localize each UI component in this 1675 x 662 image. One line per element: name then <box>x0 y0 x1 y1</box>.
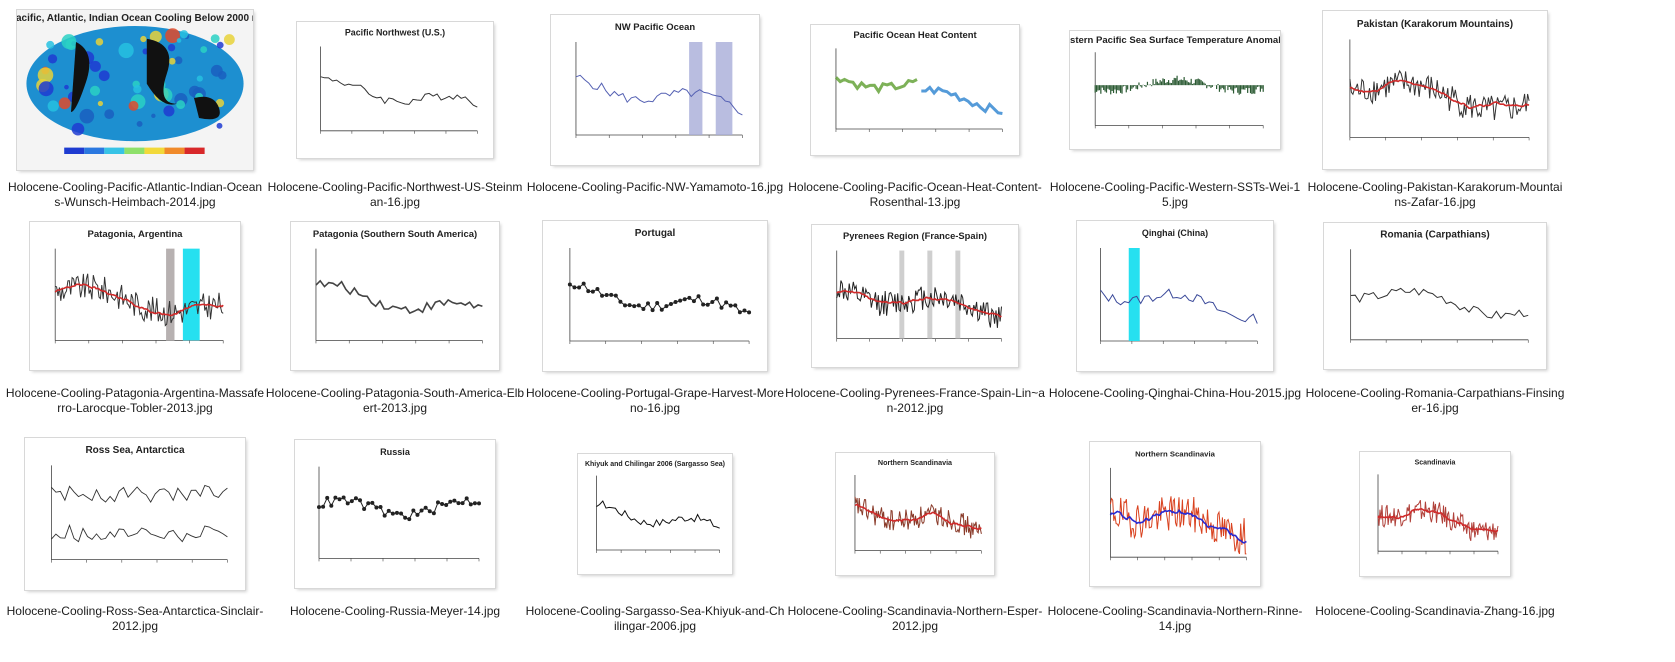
thumbnail-chart: Khiyuk and Chilingar 2006 (Sargasso Sea) <box>585 461 725 553</box>
thumbnail-chart: Northern Scandinavia <box>854 459 982 554</box>
file-name-label[interactable]: Holocene-Cooling-Pacific-Atlantic-Indian… <box>7 180 263 209</box>
thumb-title: Northern Scandinavia <box>1135 449 1215 458</box>
file-name-label[interactable]: Holocene-Cooling-Pacific-NW-Yamamoto-16.… <box>526 180 784 194</box>
thumbnail-chart: Pakistan (Karakorum Mountains) <box>1349 19 1530 141</box>
thumb-title: Pacific Ocean Heat Content <box>853 30 977 41</box>
thumbnail-chart: Romania (Carpathians) <box>1350 230 1529 343</box>
thumb-title: Pyrenees Region (France-Spain) <box>843 231 987 241</box>
thumbnail-chart: Pyrenees Region (France-Spain) <box>836 231 1002 342</box>
file-name-label[interactable]: Holocene-Cooling-Pyrenees-France-Spain-L… <box>785 386 1045 415</box>
thumbnail-chart: Ross Sea, Antarctica <box>50 445 228 563</box>
thumbnail-chart: NW Pacific Ocean <box>575 22 743 138</box>
file-thumbnail[interactable]: Western Pacific Sea Surface Temperature … <box>1070 31 1280 149</box>
thumb-title: Romania (Carpathians) <box>1380 230 1489 241</box>
thumb-title: Khiyuk and Chilingar 2006 (Sargasso Sea) <box>585 461 725 468</box>
thumbnail-frame: Patagonia (Southern South America) <box>265 208 525 384</box>
file-thumbnail[interactable]: Romania (Carpathians) <box>1324 223 1546 369</box>
file-name-label[interactable]: Holocene-Cooling-Pacific-Western-SSTs-We… <box>1049 180 1301 209</box>
file-thumbnail[interactable]: Pacific Ocean Heat Content <box>811 25 1019 155</box>
thumbnail-chart: Patagonia, Argentina <box>54 229 224 344</box>
file-thumbnail[interactable]: Pacific, Atlantic, Indian Ocean Cooling … <box>17 10 253 170</box>
thumbnail-frame: Northern Scandinavia <box>1045 426 1305 602</box>
thumbnail-chart: Pacific Northwest (U.S.) <box>320 28 478 134</box>
thumbnail-frame: Pyrenees Region (France-Spain) <box>785 208 1045 384</box>
thumbnail-frame: Russia <box>265 426 525 602</box>
thumb-title: Patagonia (Southern South America) <box>313 229 477 240</box>
file-thumbnail[interactable]: Scandinavia <box>1360 452 1510 576</box>
thumbnail-chart: Pacific, Atlantic, Indian Ocean Cooling … <box>17 10 253 170</box>
file-name-label[interactable]: Holocene-Cooling-Scandinavia-Northern-Ri… <box>1047 604 1303 633</box>
file-thumbnail[interactable]: Pacific Northwest (U.S.) <box>297 22 493 158</box>
thumb-title: Qinghai (China) <box>1142 228 1208 238</box>
thumbnail-frame: Pacific Northwest (U.S.) <box>265 2 525 178</box>
file-name-label[interactable]: Holocene-Cooling-Sargasso-Sea-Khiyuk-and… <box>525 604 785 633</box>
file-name-label[interactable]: Holocene-Cooling-Portugal-Grape-Harvest-… <box>525 386 785 415</box>
thumbnail-chart: Scandinavia <box>1377 459 1499 555</box>
file-thumbnail[interactable]: NW Pacific Ocean <box>551 15 759 165</box>
thumbnail-chart: Patagonia (Southern South America) <box>313 229 483 344</box>
thumbnail-frame: Romania (Carpathians) <box>1305 208 1565 384</box>
thumbnail-frame: Western Pacific Sea Surface Temperature … <box>1045 2 1305 178</box>
thumb-title: Northern Scandinavia <box>878 459 953 467</box>
file-name-label[interactable]: Holocene-Cooling-Romania-Carpathians-Fin… <box>1305 386 1565 415</box>
file-name-label[interactable]: Holocene-Cooling-Russia-Meyer-14.jpg <box>289 604 501 618</box>
thumbnail-frame: Northern Scandinavia <box>785 426 1045 602</box>
thumbnail-frame: Qinghai (China) <box>1045 208 1305 384</box>
thumbnail-frame: Pakistan (Karakorum Mountains) <box>1305 2 1565 178</box>
thumbnail-frame: Pacific Ocean Heat Content <box>785 2 1045 178</box>
thumb-title: Scandinavia <box>1415 459 1456 466</box>
thumbnail-frame: Patagonia, Argentina <box>5 208 265 384</box>
thumbnail-frame: Pacific, Atlantic, Indian Ocean Cooling … <box>5 2 265 178</box>
thumbnail-chart: Pacific Ocean Heat Content <box>834 30 1003 132</box>
thumbnail-chart: Portugal <box>567 228 752 344</box>
thumb-title: Pakistan (Karakorum Mountains) <box>1357 19 1513 30</box>
file-thumbnail[interactable]: Khiyuk and Chilingar 2006 (Sargasso Sea) <box>578 454 732 574</box>
file-name-label[interactable]: Holocene-Cooling-Pacific-Ocean-Heat-Cont… <box>788 180 1042 209</box>
thumbnail-frame: Portugal <box>525 208 785 384</box>
thumb-title: Portugal <box>635 228 676 239</box>
thumbnail-frame: NW Pacific Ocean <box>525 2 785 178</box>
file-thumbnail[interactable]: Qinghai (China) <box>1077 221 1273 371</box>
file-name-label[interactable]: Holocene-Cooling-Pacific-Northwest-US-St… <box>267 180 523 209</box>
thumb-title: NW Pacific Ocean <box>615 22 695 33</box>
file-thumbnail[interactable]: Patagonia, Argentina <box>30 222 240 370</box>
file-thumbnail[interactable]: Portugal <box>543 221 767 371</box>
file-name-label[interactable]: Holocene-Cooling-Patagonia-Argentina-Mas… <box>5 386 265 415</box>
thumbnail-chart: Northern Scandinavia <box>1109 449 1247 561</box>
thumbnail-chart: Western Pacific Sea Surface Temperature … <box>1070 35 1280 129</box>
thumbnail-frame: Khiyuk and Chilingar 2006 (Sargasso Sea) <box>525 426 785 602</box>
thumbnail-frame: Scandinavia <box>1305 426 1565 602</box>
thumbnail-chart: Qinghai (China) <box>1100 228 1258 344</box>
thumbnail-frame: Ross Sea, Antarctica <box>5 426 265 602</box>
file-name-label[interactable]: Holocene-Cooling-Ross-Sea-Antarctica-Sin… <box>6 604 264 633</box>
thumb-title: Pacific, Atlantic, Indian Ocean Cooling … <box>17 13 253 24</box>
file-thumbnail[interactable]: Pyrenees Region (France-Spain) <box>812 225 1018 367</box>
thumb-title: Western Pacific Sea Surface Temperature … <box>1070 35 1280 46</box>
file-thumbnail[interactable]: Russia <box>295 440 495 588</box>
thumb-title: Patagonia, Argentina <box>88 229 184 240</box>
thumbnail-chart: Russia <box>317 447 481 562</box>
file-thumbnail[interactable]: Ross Sea, Antarctica <box>25 438 245 590</box>
file-thumbnail[interactable]: Pakistan (Karakorum Mountains) <box>1323 11 1547 169</box>
file-name-label[interactable]: Holocene-Cooling-Scandinavia-Northern-Es… <box>787 604 1043 633</box>
file-thumbnail[interactable]: Patagonia (Southern South America) <box>291 222 499 370</box>
file-name-label[interactable]: Holocene-Cooling-Qinghai-China-Hou-2015.… <box>1048 386 1302 400</box>
file-thumbnail[interactable]: Northern Scandinavia <box>1090 442 1260 586</box>
file-name-label[interactable]: Holocene-Cooling-Patagonia-South-America… <box>265 386 525 415</box>
thumb-title: Pacific Northwest (U.S.) <box>345 28 445 38</box>
file-thumbnail[interactable]: Northern Scandinavia <box>836 453 994 575</box>
file-name-label[interactable]: Holocene-Cooling-Scandinavia-Zhang-16.jp… <box>1315 604 1555 618</box>
thumb-title: Russia <box>380 447 411 457</box>
file-name-label[interactable]: Holocene-Cooling-Pakistan-Karakorum-Moun… <box>1307 180 1563 209</box>
thumb-title: Ross Sea, Antarctica <box>85 445 185 456</box>
